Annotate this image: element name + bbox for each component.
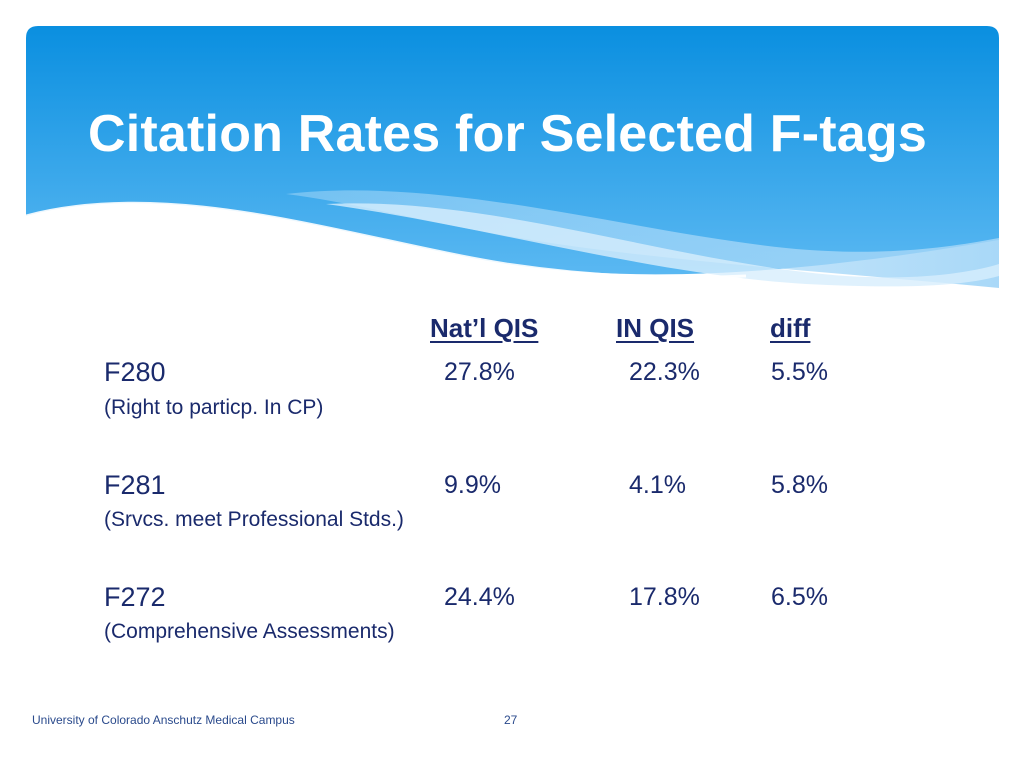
- column-header-diff: diff: [770, 313, 811, 343]
- row-f281-diff: 5.8%: [771, 471, 828, 499]
- row-f280-tag: F280: [104, 357, 166, 387]
- row-f272-tag: F272: [104, 582, 166, 612]
- slide-title: Citation Rates for Selected F-tags: [88, 105, 927, 163]
- row-f272-description: (Comprehensive Assessments): [104, 620, 395, 643]
- column-header-in-qis: IN QIS: [616, 313, 695, 343]
- row-f280-diff: 5.5%: [771, 358, 828, 386]
- wave-banner-graphic: [26, 26, 999, 288]
- row-f280-natl: 27.8%: [444, 358, 515, 386]
- row-f272-natl: 24.4%: [444, 583, 515, 611]
- row-f272-diff: 6.5%: [771, 583, 828, 611]
- row-f280-description: (Right to particp. In CP): [104, 396, 324, 419]
- row-f281-description: (Srvcs. meet Professional Stds.): [104, 508, 404, 531]
- footer-institution: University of Colorado Anschutz Medical …: [32, 713, 295, 727]
- row-f272-in: 17.8%: [629, 583, 700, 611]
- column-header-natl-qis: Nat’l QIS: [430, 313, 539, 343]
- row-f281-tag: F281: [104, 470, 166, 500]
- citation-rates-table: Nat’l QIS IN QIS diff F280 27.8% 22.3% 5…: [104, 313, 828, 643]
- slide-page-number: 27: [504, 713, 518, 727]
- title-banner: Citation Rates for Selected F-tags: [26, 26, 999, 288]
- row-f280-in: 22.3%: [629, 358, 700, 386]
- row-f281-natl: 9.9%: [444, 471, 501, 499]
- row-f281-in: 4.1%: [629, 471, 686, 499]
